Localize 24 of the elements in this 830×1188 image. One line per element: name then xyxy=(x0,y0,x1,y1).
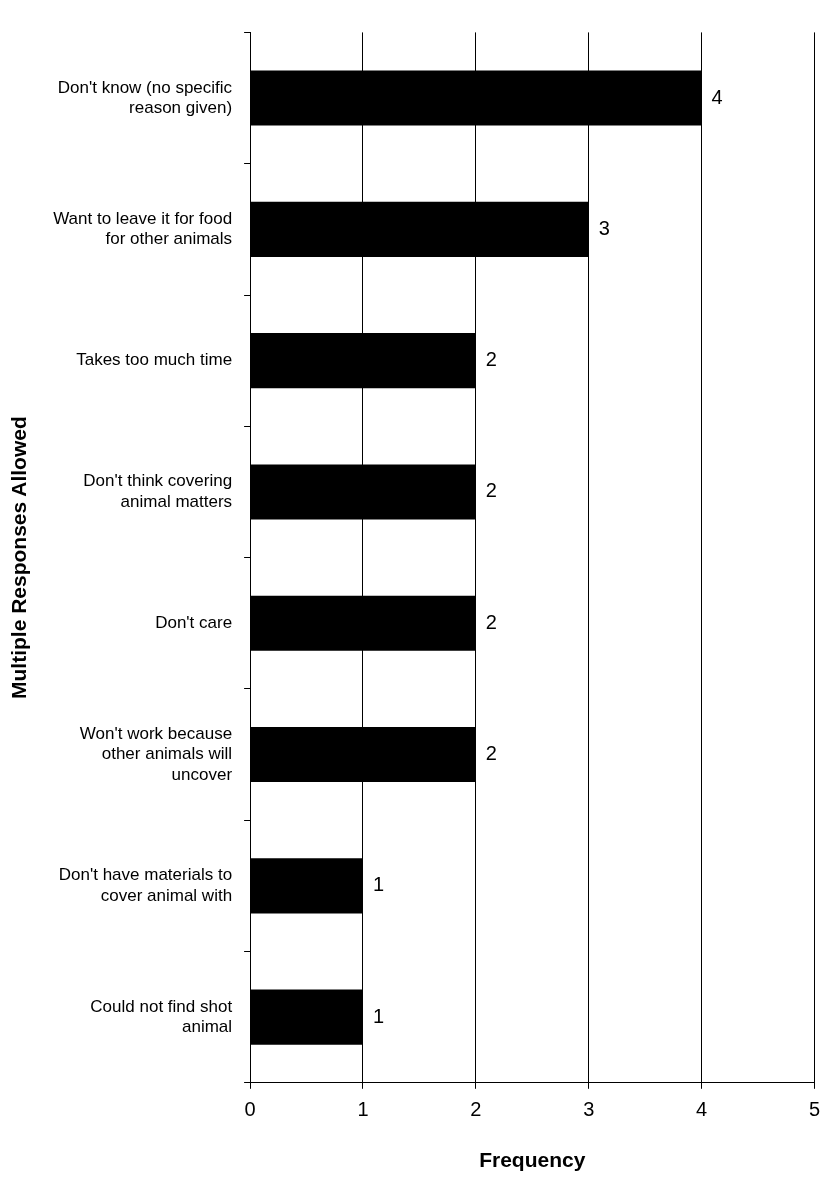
data-label: 1 xyxy=(372,873,385,896)
data-label: 1 xyxy=(372,1004,385,1027)
y-tick-label: Don't have materials to cover animal with xyxy=(58,865,233,905)
y-tick-label: Could not find shot animal xyxy=(90,996,233,1037)
y-axis-title: Multiple Responses Allowed xyxy=(7,416,31,699)
data-label: 2 xyxy=(485,742,497,765)
data-label: 2 xyxy=(485,610,497,633)
data-label: 4 xyxy=(711,85,723,108)
x-tick-label: 1 xyxy=(357,1098,369,1121)
data-label: 2 xyxy=(485,479,497,502)
y-tick-label: Want to leave it for food for other animals xyxy=(53,208,233,249)
x-tick-label: 3 xyxy=(583,1098,595,1121)
x-axis-title: Frequency xyxy=(479,1148,586,1172)
data-label: 3 xyxy=(598,216,610,239)
y-tick-label: Takes too much time xyxy=(76,350,233,370)
x-tick-label: 4 xyxy=(696,1098,708,1121)
y-tick-label: Don't know (no specific reason given) xyxy=(57,77,233,117)
data-label: 2 xyxy=(485,348,497,371)
x-tick-label: 5 xyxy=(808,1098,820,1121)
y-tick-label: Won't work because other animals will uncover xyxy=(79,723,233,784)
x-tick-label: 2 xyxy=(470,1098,482,1121)
x-tick-label: 0 xyxy=(244,1098,256,1121)
y-tick-label: Don't care xyxy=(155,612,233,632)
y-tick-label: Don't think covering animal matters xyxy=(83,471,233,511)
